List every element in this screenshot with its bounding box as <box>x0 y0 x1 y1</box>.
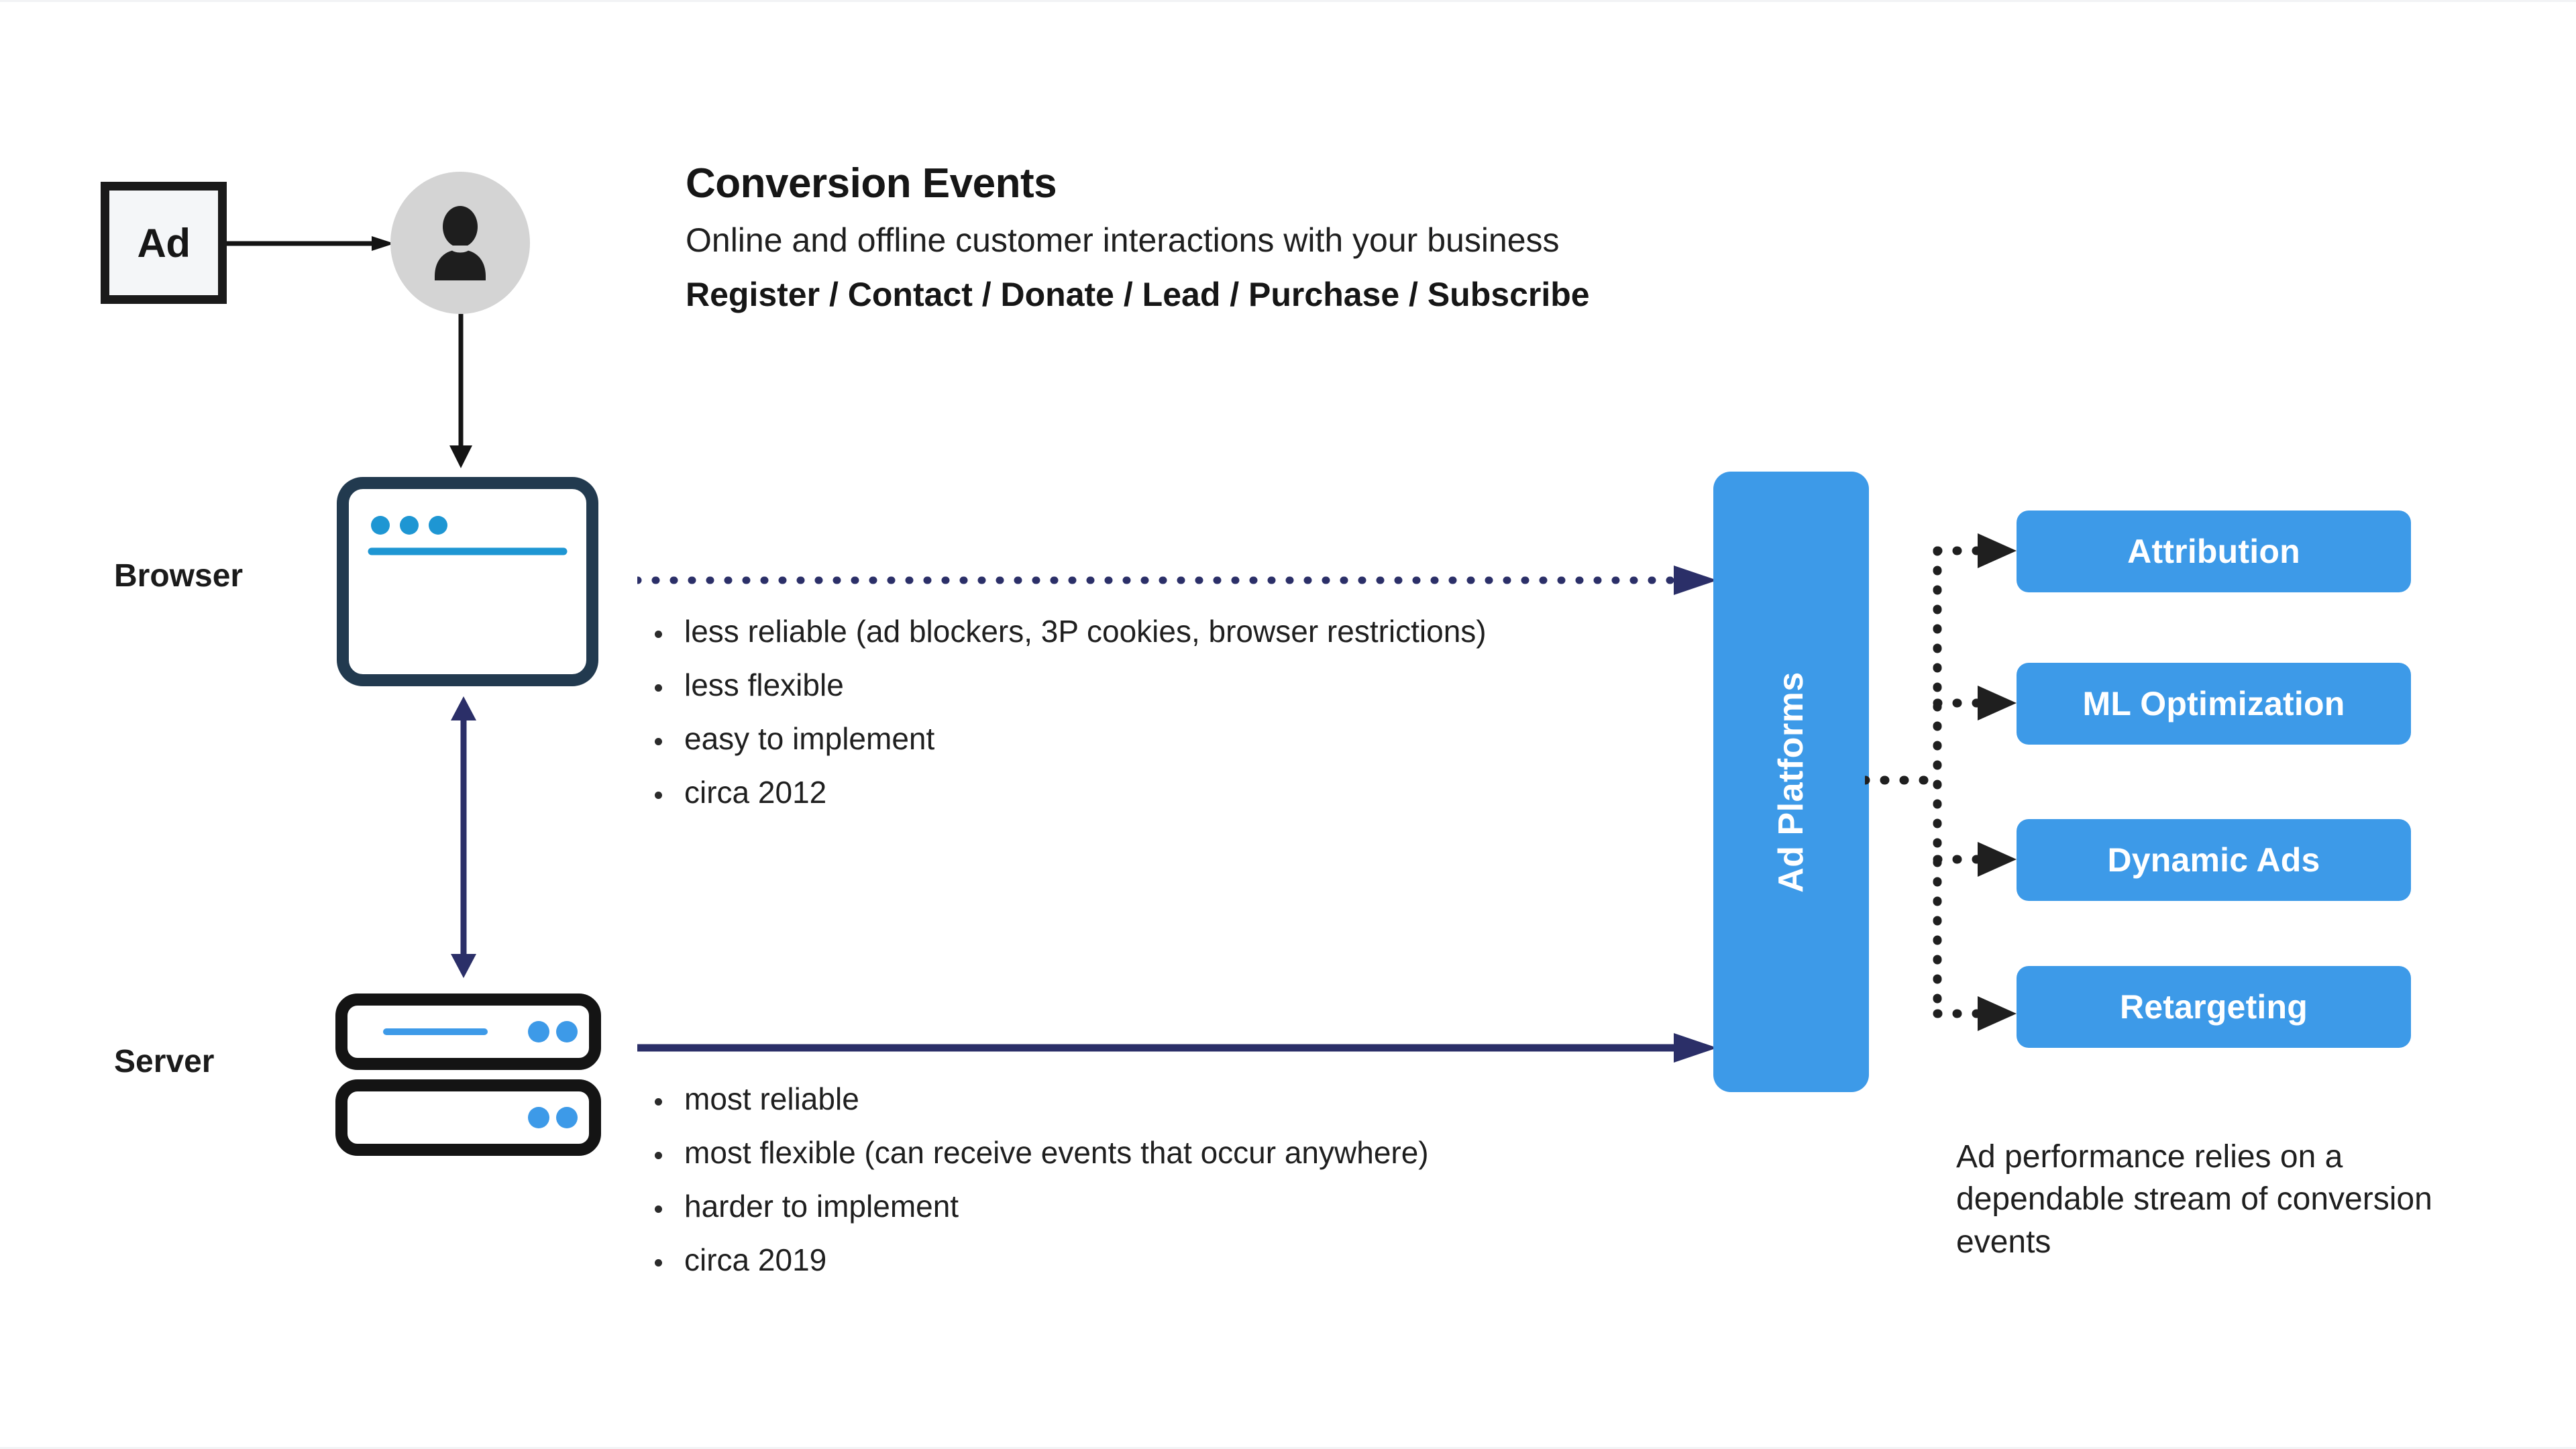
output-pill-ml-optimization[interactable]: ML Optimization <box>2017 663 2411 745</box>
output-pill-retargeting[interactable]: Retargeting <box>2017 966 2411 1048</box>
person-icon <box>435 206 486 280</box>
list-item: easy to implement <box>644 723 1487 754</box>
dotted-arrow-right-icon <box>637 564 1717 596</box>
output-pill-attribution[interactable]: Attribution <box>2017 511 2411 592</box>
list-item: harder to implement <box>644 1191 1429 1222</box>
footnote-text: Ad performance relies on a dependable st… <box>1956 1139 2432 1260</box>
output-pill-dynamic-ads[interactable]: Dynamic Ads <box>2017 819 2411 901</box>
arrow-right-icon <box>637 1032 1717 1064</box>
arrow-right-icon <box>227 236 394 251</box>
arrow-down-icon <box>449 314 472 468</box>
server-rack-icon <box>335 994 601 1156</box>
browser-row-label: Browser <box>114 558 244 594</box>
server-bullet-list: most reliable most flexible (can receive… <box>644 1083 1429 1298</box>
conversion-events-list: Register / Contact / Donate / Lead / Pur… <box>686 276 1590 314</box>
ad-card-label: Ad <box>137 220 191 266</box>
list-item: most flexible (can receive events that o… <box>644 1137 1429 1168</box>
browser-bullet-list: less reliable (ad blockers, 3P cookies, … <box>644 616 1487 830</box>
list-item: less reliable (ad blockers, 3P cookies, … <box>644 616 1487 647</box>
pill-label: Dynamic Ads <box>2107 841 2320 879</box>
pill-label: Retargeting <box>2119 988 2308 1026</box>
pill-label: ML Optimization <box>2082 685 2345 722</box>
list-item: most reliable <box>644 1083 1429 1114</box>
pill-label: Attribution <box>2127 533 2300 570</box>
heading-block: Conversion Events Online and offline cus… <box>686 160 1826 315</box>
avatar <box>390 172 530 314</box>
branch-tree-icon <box>1865 519 2086 1049</box>
list-item: circa 2012 <box>644 777 1487 808</box>
server-row-label: Server <box>114 1044 215 1079</box>
browser-window-icon <box>337 477 598 686</box>
arrow-up-down-icon <box>451 696 476 978</box>
ad-platforms-label: Ad Platforms <box>1772 671 1811 893</box>
page-title: Conversion Events <box>686 160 1057 207</box>
ad-platforms-block: Ad Platforms <box>1713 472 1869 1092</box>
page-subtitle: Online and offline customer interactions… <box>686 221 1560 259</box>
list-item: circa 2019 <box>644 1244 1429 1275</box>
list-item: less flexible <box>644 669 1487 700</box>
ad-card: Ad <box>101 182 227 304</box>
